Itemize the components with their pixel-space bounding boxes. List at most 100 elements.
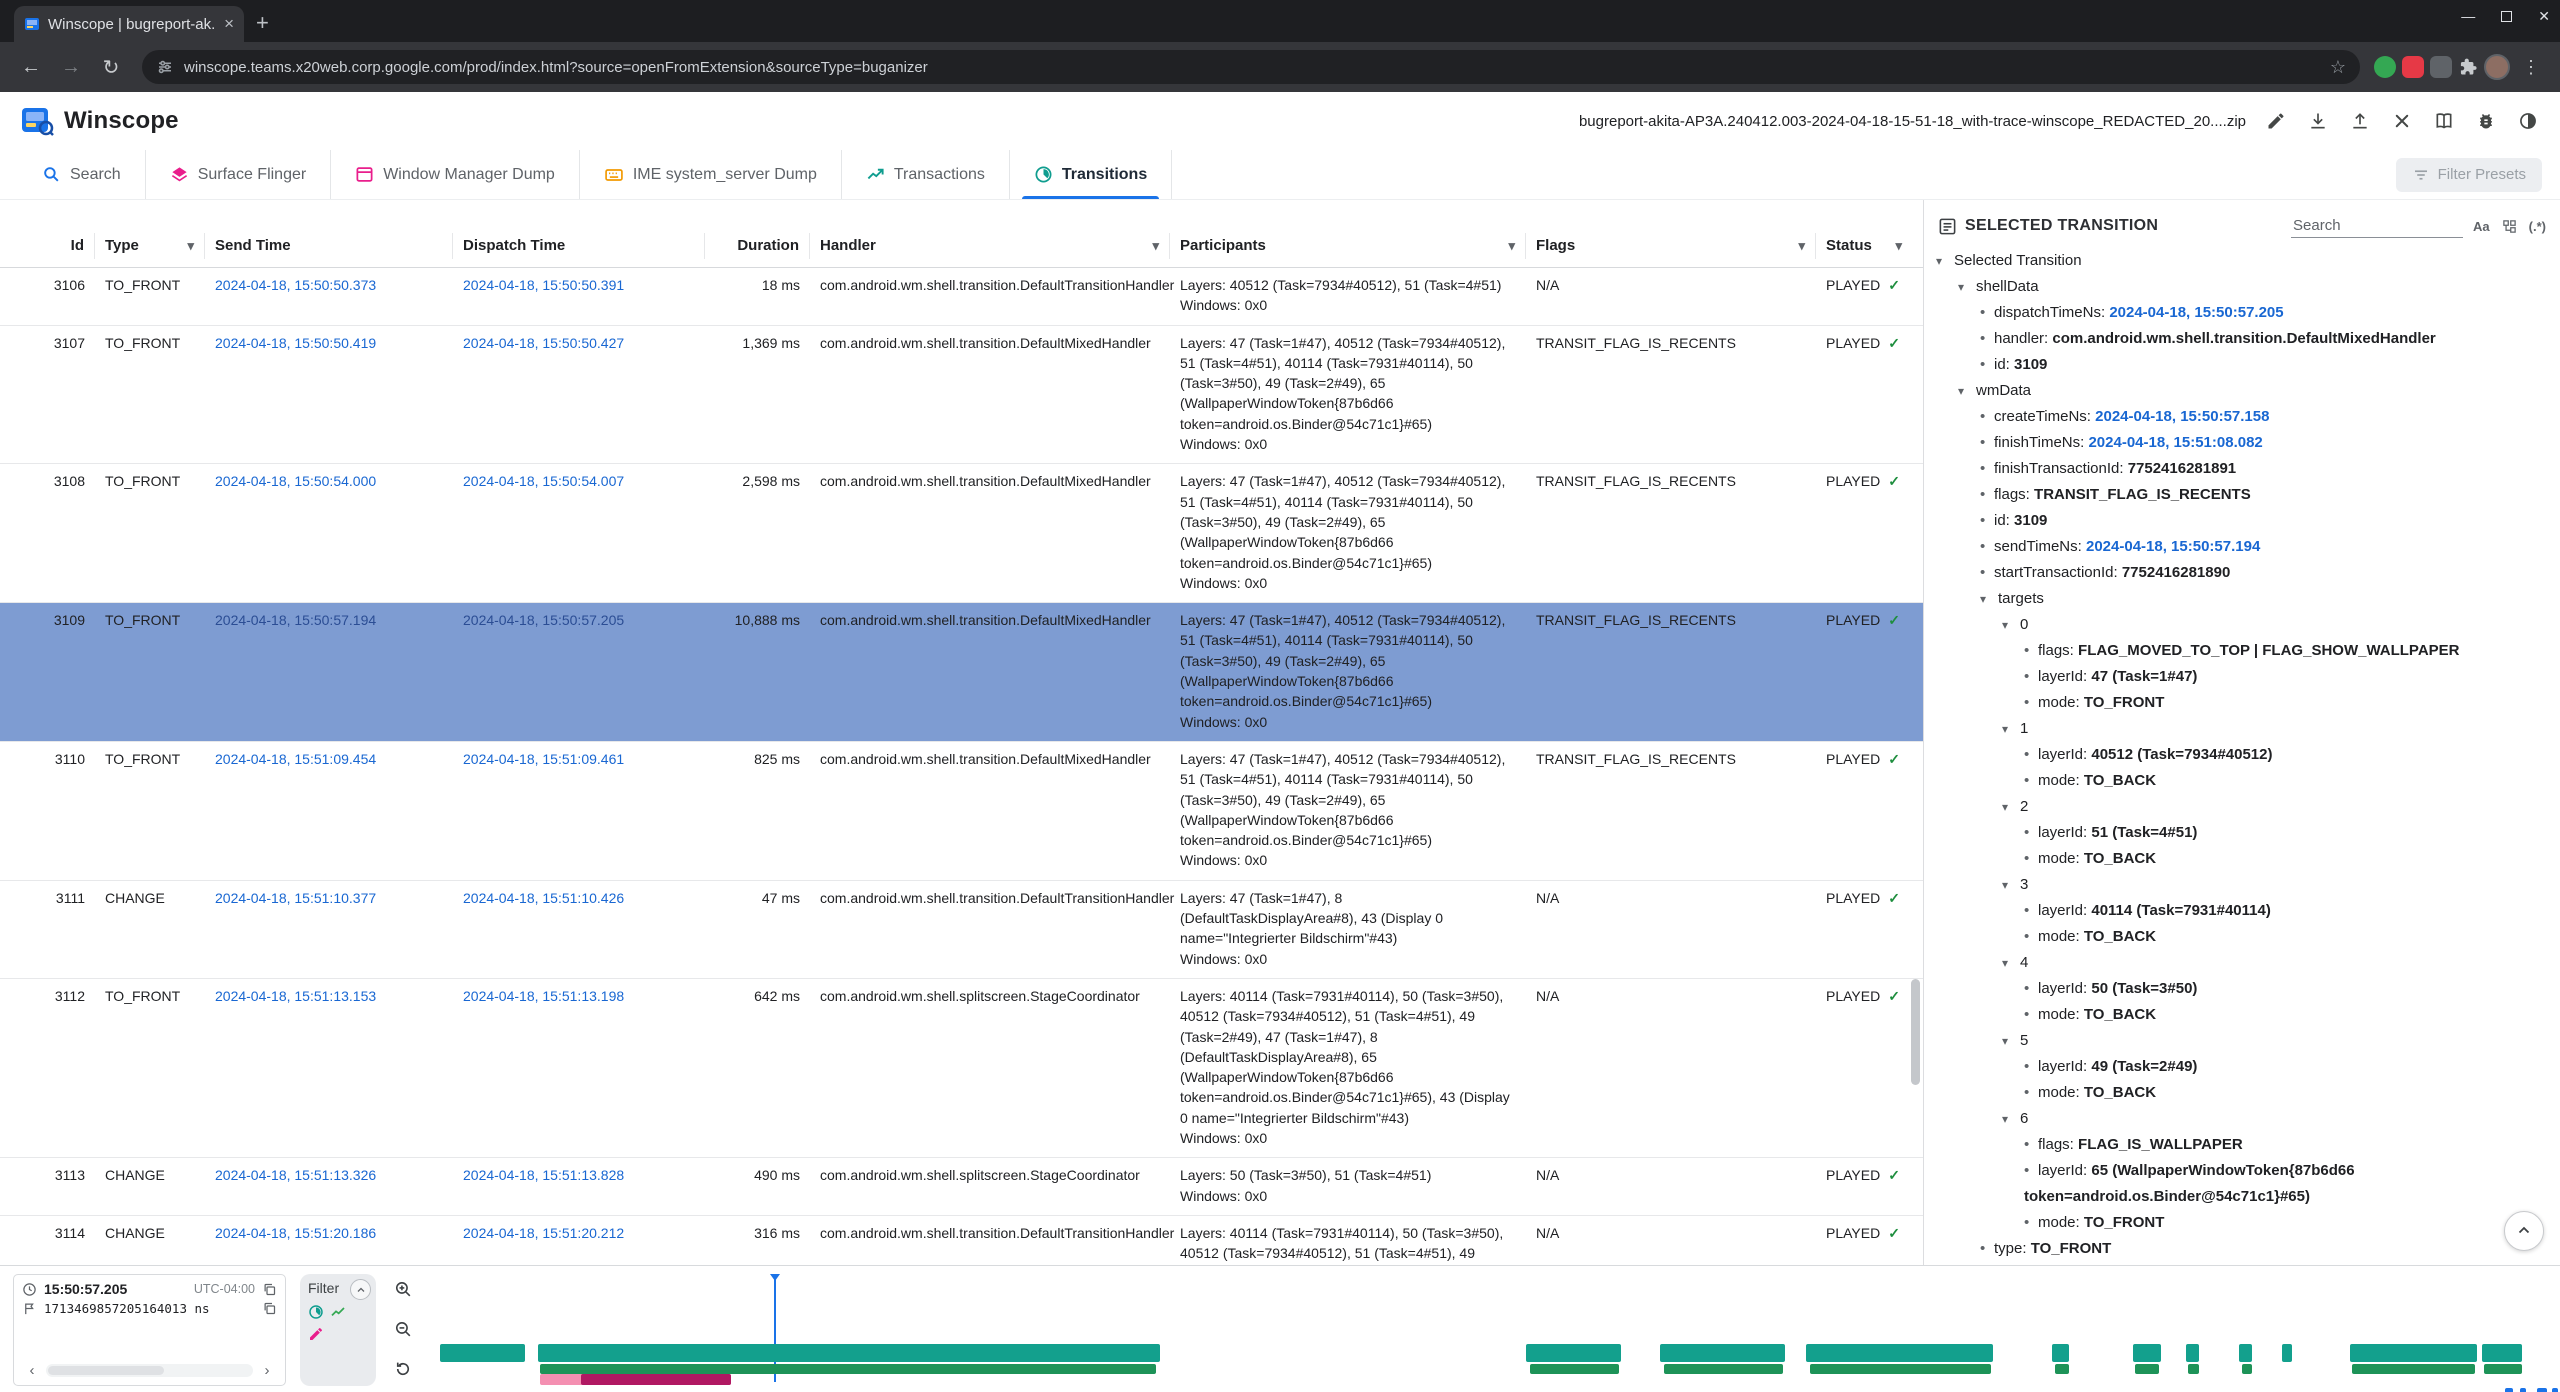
tree-leaf[interactable]: • flags: FLAG_MOVED_TO_TOP | FLAG_SHOW_WA… [1932, 638, 2554, 664]
dispatch-time-link[interactable]: 2024-04-18, 15:50:50.391 [463, 277, 625, 293]
filter-caret-icon[interactable]: ▾ [187, 237, 194, 253]
timeline-segment[interactable] [2351, 1364, 2476, 1374]
zoom-reset-button[interactable] [390, 1356, 416, 1382]
tree-group[interactable]: ▾ 1 [1932, 716, 2554, 742]
tree-group[interactable]: ▾ 6 [1932, 1106, 2554, 1132]
property-value-timestamp[interactable]: 2024-04-18, 15:50:57.158 [2095, 408, 2270, 425]
send-time-link[interactable]: 2024-04-18, 15:50:57.194 [215, 612, 377, 629]
bug-report-icon[interactable] [2474, 109, 2498, 133]
tree-leaf[interactable]: • mode: TO_FRONT [1932, 1210, 2554, 1236]
timeline-segment[interactable] [538, 1344, 1161, 1362]
extension-green-icon[interactable] [2374, 56, 2396, 78]
dispatch-time-link[interactable]: 2024-04-18, 15:50:54.007 [463, 473, 625, 490]
timeline-segment[interactable] [2135, 1364, 2159, 1374]
tree-leaf[interactable]: • layerId: 47 (Task=1#47) [1932, 664, 2554, 690]
tree-leaf[interactable]: • handler: com.android.wm.shell.transitio… [1932, 326, 2554, 352]
new-tab-button[interactable]: + [256, 10, 269, 35]
tree-group[interactable]: ▾ 5 [1932, 1028, 2554, 1054]
timeline-segment[interactable] [1810, 1364, 1991, 1374]
timeline-segment[interactable] [440, 1344, 526, 1362]
column-header-handler[interactable]: Handler ▾ [810, 232, 1170, 259]
chevron-down-icon[interactable]: ▾ [1958, 384, 1965, 398]
address-bar[interactable]: winscope.teams.x20web.corp.google.com/pr… [142, 50, 2360, 84]
column-header-participants[interactable]: Participants ▾ [1170, 232, 1526, 259]
transactions-trace-icon[interactable] [330, 1304, 346, 1320]
scroll-left-button[interactable]: ‹ [29, 1361, 35, 1379]
dispatch-time-link[interactable]: 2024-04-18, 15:51:13.198 [463, 987, 625, 1004]
download-icon[interactable] [2306, 109, 2330, 133]
tab-transitions[interactable]: Transitions [1010, 150, 1173, 199]
table-row[interactable]: 3110 TO_FRONT 2024-04-18, 15:51:09.454 2024… [0, 742, 1923, 881]
timeline-segment[interactable] [2281, 1344, 2293, 1362]
chevron-down-icon[interactable]: ▾ [2002, 618, 2009, 632]
tree-leaf[interactable]: • layerId: 65 (WallpaperWindowToken{87b6d… [1932, 1158, 2554, 1210]
tree-leaf[interactable]: • layerId: 50 (Task=3#50) [1932, 976, 2554, 1002]
dark-mode-icon[interactable] [2516, 109, 2540, 133]
copy-time-icon[interactable] [262, 1282, 277, 1297]
chevron-down-icon[interactable]: ▾ [2002, 878, 2009, 892]
timeline-segment[interactable] [2186, 1344, 2200, 1362]
chevron-down-icon[interactable]: ▾ [2002, 956, 2009, 970]
collapse-timeline-button[interactable] [350, 1279, 371, 1300]
window-close-button[interactable]: ✕ [2538, 7, 2550, 24]
timeline-segment[interactable] [2052, 1344, 2070, 1362]
timeline-segment[interactable] [2519, 1388, 2527, 1392]
timeline-cursor[interactable] [769, 1274, 780, 1382]
tree-leaf[interactable]: • layerId: 40512 (Task=7934#40512) [1932, 742, 2554, 768]
dispatch-time-link[interactable]: 2024-04-18, 15:51:20.212 [463, 1224, 625, 1241]
reload-button[interactable]: ↻ [102, 56, 120, 79]
table-row[interactable]: 3113 CHANGE 2024-04-18, 15:51:13.326 2024-0… [0, 1158, 1923, 1216]
chevron-down-icon[interactable]: ▾ [1980, 592, 1987, 606]
scroll-to-top-button[interactable] [2504, 1211, 2544, 1251]
send-time-link[interactable]: 2024-04-18, 15:51:13.326 [215, 1167, 377, 1184]
dispatch-time-link[interactable]: 2024-04-18, 15:50:50.427 [463, 334, 625, 351]
chevron-down-icon[interactable]: ▾ [1936, 254, 1943, 268]
tree-leaf[interactable]: • mode: TO_BACK [1932, 924, 2554, 950]
tree-group[interactable]: ▾ 3 [1932, 872, 2554, 898]
timeline-segment[interactable] [2536, 1388, 2548, 1392]
chevron-down-icon[interactable]: ▾ [2002, 800, 2009, 814]
tree-leaf[interactable]: • createTimeNs: 2024-04-18, 15:50:57.158 [1932, 404, 2554, 430]
zoom-in-button[interactable] [390, 1276, 416, 1302]
tab-ime-system-server-dump[interactable]: IME system_server Dump [580, 150, 842, 199]
timeline-segment[interactable] [580, 1374, 732, 1385]
timeline-segment[interactable] [1525, 1344, 1622, 1362]
match-case-button[interactable]: Aa [2473, 218, 2490, 234]
tree-leaf[interactable]: • type: TO_FRONT [1932, 1236, 2554, 1262]
filter-caret-icon[interactable]: ▾ [1508, 237, 1515, 253]
copy-ns-icon[interactable] [262, 1301, 277, 1316]
timeline-segment[interactable] [2481, 1344, 2522, 1362]
timeline-segment[interactable] [1659, 1344, 1785, 1362]
tree-leaf[interactable]: • mode: TO_BACK [1932, 846, 2554, 872]
filter-caret-icon[interactable]: ▾ [1152, 237, 1159, 253]
tree-leaf[interactable]: • mode: TO_BACK [1932, 1002, 2554, 1028]
tree-leaf[interactable]: • mode: TO_BACK [1932, 768, 2554, 794]
timeline-segment[interactable] [540, 1364, 1157, 1374]
timeline-segment[interactable] [2133, 1344, 2161, 1362]
timeline-segment[interactable] [1806, 1344, 1993, 1362]
dispatch-time-link[interactable]: 2024-04-18, 15:51:10.426 [463, 889, 625, 906]
tree-leaf[interactable]: • dispatchTimeNs: 2024-04-18, 15:50:57.20… [1932, 300, 2554, 326]
tree-leaf[interactable]: • flags: FLAG_IS_WALLPAPER [1932, 1132, 2554, 1158]
tab-window-manager-dump[interactable]: Window Manager Dump [331, 150, 580, 199]
timeline-segment[interactable] [2504, 1388, 2514, 1392]
filter-presets-button[interactable]: Filter Presets [2395, 157, 2542, 192]
timeline-segment[interactable] [2241, 1364, 2253, 1374]
send-time-link[interactable]: 2024-04-18, 15:51:13.153 [215, 987, 377, 1004]
filter-caret-icon[interactable]: ▾ [1798, 237, 1805, 253]
tree-view-button[interactable] [2500, 219, 2519, 234]
bookmark-star-icon[interactable]: ☆ [2329, 56, 2346, 77]
timeline-segment[interactable] [2349, 1344, 2478, 1362]
forward-button[interactable]: → [61, 55, 81, 78]
tree-group[interactable]: ▾ 0 [1932, 612, 2554, 638]
tree-leaf[interactable]: • finishTimeNs: 2024-04-18, 15:51:08.082 [1932, 430, 2554, 456]
tree-leaf[interactable]: • flags: TRANSIT_FLAG_IS_RECENTS [1932, 482, 2554, 508]
table-row[interactable]: 3109 TO_FRONT 2024-04-18, 15:50:57.194 2024… [0, 603, 1923, 742]
hscroll-thumb[interactable] [48, 1365, 164, 1375]
send-time-link[interactable]: 2024-04-18, 15:50:50.373 [215, 277, 377, 293]
chevron-down-icon[interactable]: ▾ [2002, 722, 2009, 736]
surface-flinger-trace-icon[interactable] [308, 1326, 324, 1342]
timeline-canvas[interactable] [434, 1274, 2558, 1392]
tree-leaf[interactable]: • layerId: 40114 (Task=7931#40114) [1932, 898, 2554, 924]
extensions-puzzle-icon[interactable] [2458, 57, 2478, 77]
